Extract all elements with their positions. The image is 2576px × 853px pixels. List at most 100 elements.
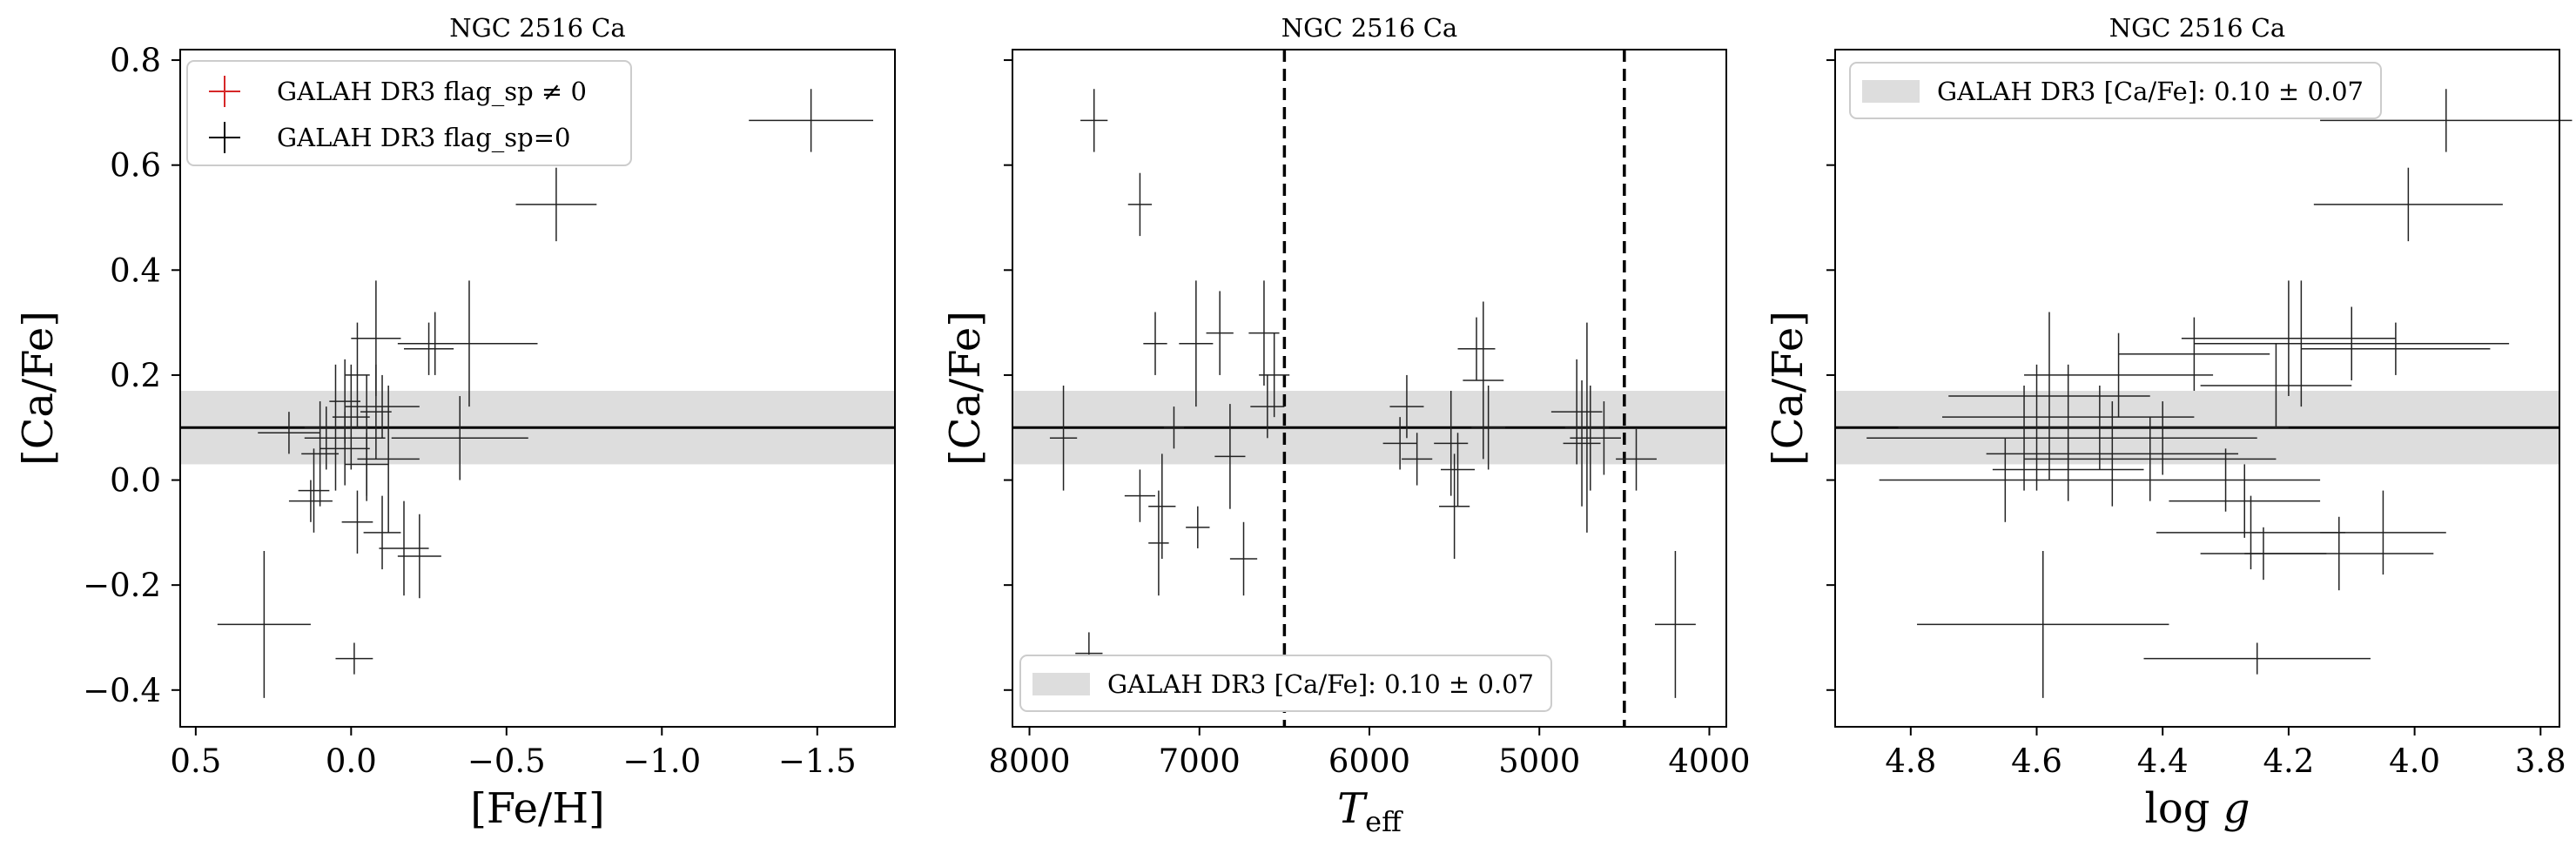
data-point: [397, 514, 441, 599]
legend-label: GALAH DR3 [Ca/Fe]: 0.10 ± 0.07: [1937, 77, 2364, 106]
data-point: [1402, 433, 1433, 486]
x-tick-label: 4.4: [2137, 742, 2189, 780]
data-point: [2024, 417, 2277, 501]
data-point: [360, 364, 392, 460]
x-axis-title: log g: [2145, 784, 2250, 833]
y-axis-title: [Ca/Fe]: [14, 311, 63, 466]
data-point: [1550, 359, 1603, 465]
data-point: [1439, 453, 1470, 560]
y-tick-label: 0.8: [110, 42, 161, 79]
data-point: [335, 642, 373, 675]
axes-frame: [1012, 49, 1727, 728]
data-point: [1563, 379, 1601, 507]
data-point: [2320, 89, 2573, 152]
data-point: [1948, 312, 2150, 480]
data-point: [1163, 406, 1185, 449]
data-point: [304, 406, 348, 470]
data-point: [1992, 438, 2144, 501]
data-point: [2143, 642, 2371, 675]
data-point: [2244, 516, 2434, 591]
data-point: [363, 495, 401, 570]
data-point: [1186, 506, 1210, 548]
x-tick-label: 4000: [1668, 742, 1750, 780]
axes-frame: [179, 49, 896, 728]
data-point: [1179, 280, 1214, 407]
data-point: [304, 364, 367, 491]
data-point: [1049, 385, 1078, 491]
legend-swatch: [1862, 80, 1920, 103]
data-point: [1127, 172, 1153, 237]
data-point: [2156, 495, 2346, 570]
legend: GALAH DR3 [Ca/Fe]: 0.10 ± 0.07: [1849, 62, 2382, 119]
legend-label: GALAH DR3 [Ca/Fe]: 0.10 ± 0.07: [1107, 669, 1534, 699]
data-point: [1434, 391, 1469, 496]
x-tick-label: −1.0: [622, 742, 701, 780]
data-point: [1586, 401, 1621, 475]
data-point: [1080, 89, 1108, 152]
data-point: [1457, 317, 1496, 380]
data-point: [2169, 464, 2321, 538]
data-point: [1655, 550, 1696, 698]
y-axis-title: [Ca/Fe]: [1764, 311, 1813, 466]
x-tick-label: 6000: [1328, 742, 1410, 780]
data-point: [2200, 343, 2352, 428]
y-tick-label: 0.2: [110, 357, 161, 394]
data-point: [1471, 385, 1506, 470]
x-tick-label: −1.5: [778, 742, 857, 780]
data-point: [379, 500, 429, 596]
y-tick-label: 0.4: [110, 252, 161, 289]
data-point: [1143, 312, 1167, 375]
data-point: [404, 322, 454, 375]
data-point: [2068, 401, 2257, 475]
data-point: [288, 480, 333, 522]
legend-label: GALAH DR3 flag_sp=0: [277, 123, 570, 153]
y-tick-label: 0.0: [110, 462, 161, 500]
panel-title: NGC 2516 Ca: [1281, 13, 1457, 43]
data-point: [301, 401, 340, 507]
data-point: [1910, 385, 2289, 470]
axes-frame: [1834, 49, 2560, 728]
data-point: [319, 412, 370, 486]
panel-2: 8000 7000 6000 5000 4000 NGC 2516 Ca [Ca/Fe] Te…: [941, 13, 1751, 838]
data-point: [1148, 453, 1176, 560]
panel-title: NGC 2516 Ca: [449, 13, 625, 43]
data-point: [1616, 427, 1657, 491]
data-point: [2194, 306, 2510, 380]
x-tick-label: 5000: [1498, 742, 1580, 780]
data-point: [1382, 417, 1417, 470]
data-point: [1441, 433, 1476, 507]
y-tick-label: −0.4: [83, 672, 161, 709]
data-point: [217, 550, 311, 698]
data-point: [400, 280, 538, 407]
x-tick-label: 0.0: [326, 742, 377, 780]
data-point: [357, 385, 420, 533]
panel-title: NGC 2516 Ca: [2109, 13, 2285, 43]
data-point: [345, 433, 389, 496]
data-point: [1124, 469, 1155, 522]
x-tick-label: 4.6: [2011, 742, 2062, 780]
x-tick-label: 4.2: [2263, 742, 2314, 780]
data-point: [258, 412, 320, 454]
data-point: [1564, 322, 1610, 533]
data-point: [1986, 401, 2239, 507]
data-point: [298, 448, 330, 533]
data-point: [2181, 280, 2396, 397]
data-point: [1206, 291, 1234, 375]
x-tick-label: −0.5: [467, 742, 546, 780]
data-point: [332, 364, 370, 470]
x-axis-title: [Fe/H]: [470, 784, 605, 833]
x-tick-label: 4.8: [1885, 742, 1936, 780]
data-point: [2313, 167, 2503, 242]
x-tick-label: 0.5: [170, 742, 221, 780]
x-tick-label: 4.0: [2389, 742, 2440, 780]
data-point: [1879, 438, 2132, 522]
legend-box: [1019, 655, 1552, 712]
data-point: [2320, 490, 2446, 575]
x-tick-label: 8000: [988, 742, 1070, 780]
y-tick-label: 0.6: [110, 147, 161, 185]
y-tick-label: −0.2: [83, 567, 161, 604]
data-point: [515, 167, 597, 242]
data-point: [341, 490, 373, 554]
legend-label: GALAH DR3 flag_sp ≠ 0: [277, 77, 587, 107]
